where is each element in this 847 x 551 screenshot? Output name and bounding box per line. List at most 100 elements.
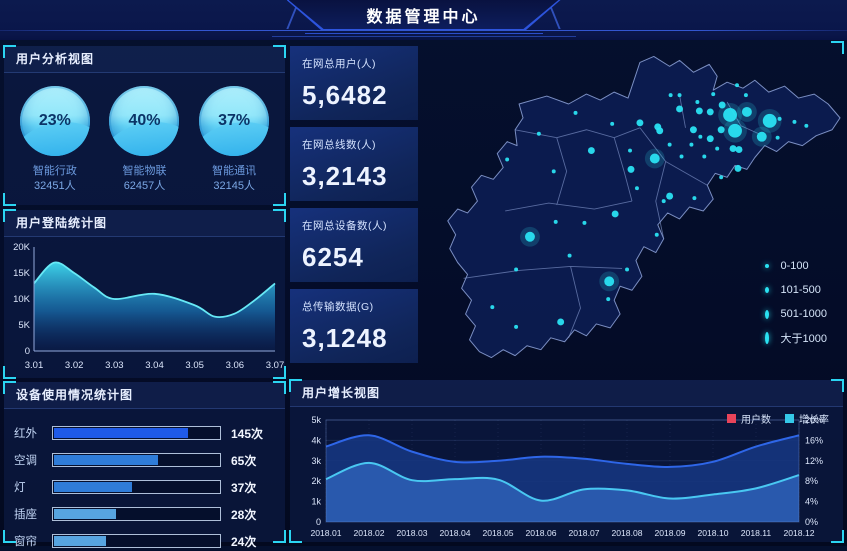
gauge-label: 智能行政 — [32, 165, 77, 177]
legend-swatch — [727, 414, 736, 423]
liquid-circle: 23% — [19, 86, 90, 156]
gauge-count: 32451人 — [34, 180, 76, 192]
map-legend-label: 0-100 — [780, 260, 809, 272]
map-legend-dot — [764, 264, 769, 268]
corner-bracket — [3, 45, 16, 58]
stat-value: 3,2143 — [302, 161, 388, 191]
liquid-circle: 37% — [199, 86, 270, 156]
title-banner: 数据管理中心 — [286, 0, 561, 31]
page-header: 数据管理中心 — [0, 0, 847, 40]
device-usage-panel-title: 设备使用情况统计图 — [4, 382, 285, 409]
gauge-1: 23% 智能行政 32451人 — [11, 86, 99, 194]
map-legend-item: 501-1000 — [764, 302, 828, 326]
map-legend-label: 501-1000 — [780, 308, 828, 320]
banner-trim-line-2 — [271, 36, 576, 37]
svg-text:2018.10: 2018.10 — [697, 528, 728, 538]
svg-text:2018.04: 2018.04 — [439, 528, 470, 538]
province-inner-border — [639, 127, 667, 239]
province-inner-border — [463, 266, 623, 279]
gauge-percent-value: 37% — [218, 112, 251, 129]
device-bar-track — [52, 426, 221, 440]
device-bar-row: 红外 145次 — [14, 423, 271, 443]
device-bar-row: 窗帘 24次 — [14, 531, 271, 551]
corner-bracket — [273, 209, 286, 222]
page-title: 数据管理中心 — [366, 8, 481, 26]
stats-column: 在网总用户(人) 5,6482 在网总线数(人) 3,2143 在网总设备数(人) 625… — [290, 46, 418, 378]
map-legend-item: 101-500 — [764, 278, 828, 302]
device-bar-row: 灯 37次 — [14, 477, 271, 497]
svg-text:0%: 0% — [805, 517, 818, 527]
map-legend: 0-100 101-500 501-1000 大于1000 — [764, 254, 828, 350]
device-bar-track — [52, 480, 221, 494]
svg-text:3.02: 3.02 — [65, 360, 84, 371]
gauge-count: 62457人 — [123, 180, 166, 192]
svg-text:8%: 8% — [805, 476, 818, 486]
stat-card-3: 在网总设备数(人) 6254 — [290, 208, 418, 282]
device-bar-label: 灯 — [14, 482, 26, 494]
device-usage-bar-chart: 红外 145次空调 65次灯 37次插座 28次窗帘 24次 — [4, 409, 285, 551]
growth-area-chart: 0 1k 2k 3k 4k 5k 0% 4% 8% 12% 16% 20% 2018.01 2018.02… — [310, 415, 823, 538]
svg-text:1k: 1k — [311, 497, 321, 507]
province-inner-border — [515, 127, 641, 139]
device-bar-label: 空调 — [14, 455, 37, 467]
svg-text:3.05: 3.05 — [185, 360, 204, 371]
corner-bracket — [831, 379, 844, 392]
device-bar-value: 65次 — [231, 453, 257, 468]
gauge-count: 32145人 — [213, 180, 255, 192]
map-scatter-dots — [490, 83, 809, 329]
device-bar-label: 插座 — [14, 509, 37, 521]
stat-card-1: 在网总用户(人) 5,6482 — [290, 46, 418, 120]
gauge-2: 40% 智能物联 62457人 — [100, 86, 188, 194]
gauge-percent-value: 23% — [38, 112, 71, 129]
svg-text:12%: 12% — [805, 456, 823, 466]
stat-label: 在网总设备数(人) — [302, 220, 387, 232]
login-area-chart: 0 5K 10K 15K 20K 3.01 3.02 3.03 3.04 3.05 3.06 3.07 — [13, 242, 284, 371]
svg-text:15K: 15K — [13, 268, 31, 279]
device-bar-track — [52, 453, 221, 467]
svg-text:2018.05: 2018.05 — [482, 528, 513, 538]
map-legend-dot-wrap — [764, 264, 781, 268]
stat-label: 在网总用户(人) — [302, 58, 376, 70]
map-legend-item: 大于1000 — [764, 326, 828, 350]
growth-chart-legend: 用户数 增长率 — [727, 411, 829, 426]
corner-bracket — [273, 366, 286, 379]
stat-value: 3,1248 — [302, 323, 388, 353]
svg-text:4%: 4% — [805, 497, 818, 507]
province-inner-border — [679, 95, 686, 128]
corner-bracket — [831, 41, 844, 54]
legend-item-用户数[interactable]: 用户数 — [727, 411, 771, 426]
map-legend-label: 大于1000 — [780, 333, 827, 345]
corner-bracket — [3, 530, 16, 543]
device-bar-track — [52, 507, 221, 521]
province-inner-border — [505, 200, 633, 212]
corner-bracket — [273, 193, 286, 206]
corner-bracket — [3, 366, 16, 379]
map-legend-dot-wrap — [764, 332, 781, 344]
legend-item-增长率[interactable]: 增长率 — [785, 411, 829, 426]
province-map — [447, 55, 841, 359]
province-inner-border — [556, 137, 568, 206]
province-inner-border — [613, 137, 633, 202]
device-bar-row: 空调 65次 — [14, 450, 271, 470]
liquid-gauge-row: 23% 智能行政 32451人 40% 智能物联 62457人 37% 智能通讯 32145人 — [4, 73, 285, 194]
svg-text:5k: 5k — [311, 415, 321, 425]
login-stats-panel-title: 用户登陆统计图 — [4, 210, 285, 237]
svg-text:5K: 5K — [18, 320, 30, 331]
svg-text:2018.12: 2018.12 — [783, 528, 814, 538]
svg-text:2k: 2k — [311, 476, 321, 486]
svg-text:20K: 20K — [13, 242, 31, 253]
user-growth-panel-title: 用户增长视图 — [290, 380, 843, 407]
map-legend-dot — [764, 332, 769, 344]
liquid-circle: 40% — [109, 86, 180, 156]
corner-bracket — [3, 381, 16, 394]
stat-value: 5,6482 — [302, 80, 388, 110]
svg-text:3.01: 3.01 — [25, 360, 44, 371]
device-bar-fill — [54, 455, 158, 465]
user-analysis-panel-title: 用户分析视图 — [4, 46, 285, 73]
province-map-container: 0-100 101-500 501-1000 大于1000 — [420, 41, 844, 378]
map-legend-dot — [764, 287, 769, 293]
svg-text:2018.02: 2018.02 — [353, 528, 384, 538]
corner-bracket — [831, 530, 844, 543]
device-bar-value: 28次 — [231, 507, 257, 522]
stat-card-4: 总传输数据(G) 3,1248 — [290, 289, 418, 363]
